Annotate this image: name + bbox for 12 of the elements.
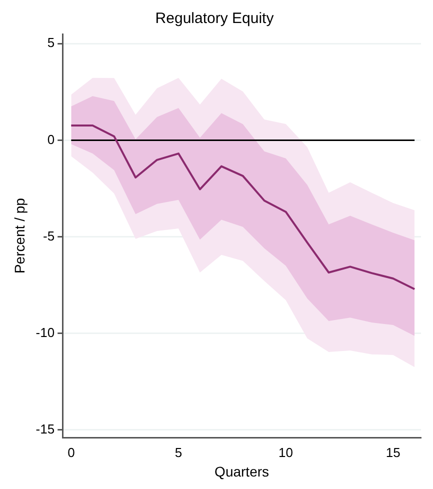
x-tick-label: 10 <box>278 444 294 460</box>
y-tick-label: -5 <box>43 228 55 244</box>
x-tick-label: 15 <box>386 444 400 460</box>
y-axis-title: Percent / pp <box>11 198 28 274</box>
x-tick-label: 0 <box>68 444 75 460</box>
x-tick-label: 5 <box>174 444 182 460</box>
chart-title: Regulatory Equity <box>155 10 274 28</box>
y-tick-label: 5 <box>47 35 55 50</box>
x-axis-title: Quarters <box>214 463 270 480</box>
y-tick-label: 0 <box>47 132 55 147</box>
y-tick-label: -10 <box>36 324 55 340</box>
y-tick-label: -15 <box>36 421 55 436</box>
